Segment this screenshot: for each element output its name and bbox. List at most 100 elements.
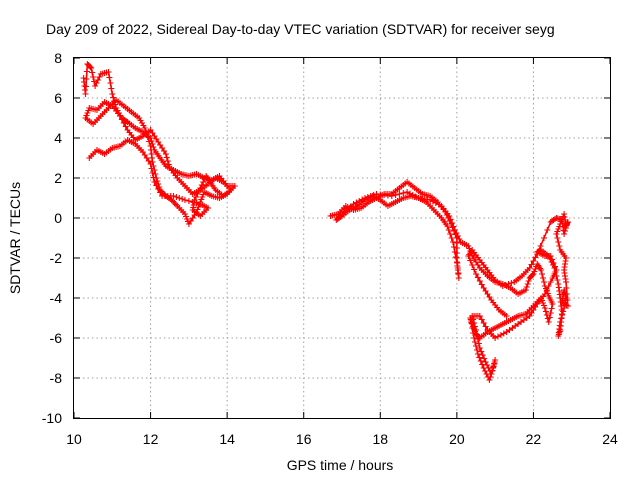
data-point-marker [151, 179, 158, 185]
data-point-marker [472, 323, 478, 330]
data-point-marker [96, 74, 103, 80]
data-point-marker [450, 239, 456, 245]
y-tick-label: -10 [42, 410, 62, 426]
data-point-marker [480, 320, 487, 326]
data-point-marker [446, 213, 453, 219]
data-point-marker [159, 193, 166, 199]
data-point-marker [448, 235, 455, 241]
data-point-marker [179, 196, 186, 202]
data-point-marker [392, 192, 399, 198]
grid [74, 58, 610, 418]
data-point-marker [94, 77, 101, 83]
data-point-marker [488, 371, 495, 377]
y-tick-label: -2 [50, 250, 63, 266]
x-tick-label: 24 [602, 431, 618, 447]
data-point-marker [490, 364, 497, 370]
data-point-marker [560, 308, 567, 315]
x-tick-label: 20 [449, 431, 465, 447]
data-point-marker [482, 359, 489, 365]
data-point-marker [552, 269, 559, 275]
data-point-marker [471, 335, 478, 341]
data-point-marker [452, 254, 459, 260]
data-point-marker [474, 274, 481, 281]
data-point-marker [563, 222, 570, 228]
data-point-marker [86, 155, 93, 161]
data-point-marker [93, 80, 100, 86]
data-point-marker [554, 277, 561, 283]
data-point-marker [553, 273, 560, 279]
data-point-marker [473, 327, 479, 333]
data-point-marker [481, 355, 488, 362]
data-point-marker [482, 323, 489, 330]
data-point-marker [472, 339, 478, 345]
data-point-marker [549, 301, 556, 307]
data-point-marker [548, 305, 555, 312]
data-point-marker [467, 257, 474, 264]
data-point-marker [486, 377, 493, 383]
data-point-marker [109, 91, 116, 97]
data-point-marker [477, 358, 484, 364]
data-point-marker [547, 310, 554, 316]
data-point-marker [147, 143, 154, 149]
data-point-marker [538, 267, 545, 273]
y-tick-label: 4 [54, 130, 62, 146]
data-point-marker [541, 279, 547, 285]
y-axis-label: SDTVAR / TECUs [7, 182, 23, 294]
data-point-marker [487, 374, 494, 380]
series-line [82, 63, 236, 225]
data-point-marker [563, 291, 570, 297]
data-point-marker [470, 316, 477, 323]
data-point-marker [474, 351, 481, 357]
plot-frame [73, 57, 611, 419]
data-point-marker [474, 331, 480, 338]
data-point-marker [449, 220, 456, 226]
series-morning-segment [80, 61, 238, 227]
data-point-marker [547, 219, 554, 225]
data-point-marker [470, 330, 477, 336]
data-point-marker [476, 313, 483, 319]
data-point-marker [89, 69, 96, 76]
data-point-marker [532, 254, 539, 261]
data-point-marker [564, 303, 571, 309]
data-point-marker [478, 348, 485, 355]
data-point-marker [476, 345, 483, 351]
data-point-marker [545, 319, 552, 325]
data-point-marker [530, 258, 537, 264]
data-point-marker [497, 332, 504, 338]
x-tick-label: 10 [66, 431, 82, 447]
data-point-marker [107, 80, 114, 86]
data-point-marker [83, 68, 90, 75]
data-point-marker [525, 278, 532, 284]
data-point-marker [447, 216, 454, 223]
data-point-marker [540, 275, 546, 281]
data-point-marker [87, 64, 94, 70]
data-point-marker [106, 74, 113, 81]
data-point-marker [475, 340, 482, 347]
data-point-marker [479, 352, 486, 358]
data-point-marker [445, 227, 452, 233]
data-point-marker [157, 189, 164, 196]
data-point-marker [544, 315, 551, 322]
data-point-marker [476, 354, 483, 361]
data-point-marker [83, 83, 89, 90]
data-point-marker [529, 272, 536, 278]
data-point-marker [474, 336, 481, 342]
data-point-marker [451, 249, 458, 255]
data-point-marker [551, 265, 558, 271]
data-point-marker [476, 278, 483, 284]
data-point-marker [147, 135, 154, 141]
data-point-marker [539, 271, 545, 277]
x-tick-label: 22 [526, 431, 542, 447]
x-axis-label: GPS time / hours [287, 457, 394, 473]
data-point-marker [108, 85, 115, 92]
y-tick-label: -4 [50, 290, 63, 306]
data-point-marker [116, 113, 123, 119]
data-point-marker [495, 333, 501, 340]
data-point-marker [558, 315, 565, 322]
data-point-marker [548, 259, 555, 265]
x-tick-label: 16 [296, 431, 312, 447]
data-point-marker [193, 200, 200, 206]
data-point-marker [83, 76, 90, 82]
chart-title: Day 209 of 2022, Sidereal Day-to-day VTE… [46, 21, 555, 37]
